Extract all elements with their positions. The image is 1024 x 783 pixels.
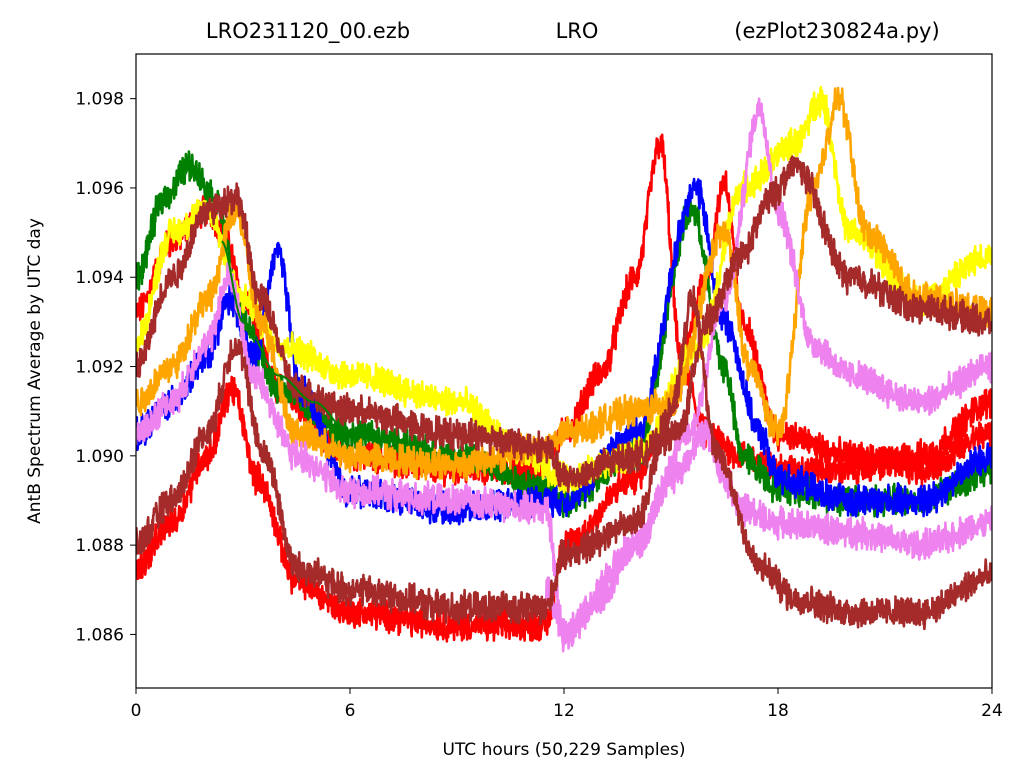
x-tick-label: 6 <box>345 701 356 721</box>
y-axis-label: AntB Spectrum Average by UTC day <box>25 218 45 524</box>
series-line-9 <box>136 285 992 631</box>
y-tick-label: 1.094 <box>75 268 124 288</box>
series-line-8 <box>136 155 992 494</box>
y-axis: 1.086 1.088 1.090 1.092 1.094 1.096 1.098 <box>75 90 136 645</box>
y-tick-label: 1.092 <box>75 358 124 378</box>
y-tick-label: 1.098 <box>75 90 124 110</box>
y-tick-label: 1.086 <box>75 625 124 645</box>
x-tick-label: 0 <box>131 701 142 721</box>
title-left: LRO231120_00.ezb <box>206 19 410 44</box>
title-center: LRO <box>556 19 599 43</box>
y-tick-label: 1.088 <box>75 536 124 556</box>
series-line-7 <box>544 419 992 646</box>
x-tick-label: 18 <box>767 701 789 721</box>
series-line-3 <box>136 177 992 526</box>
x-axis-label: UTC hours (50,229 Samples) <box>442 740 685 760</box>
x-axis: 0 6 12 18 24 <box>131 688 1003 721</box>
series-line-5 <box>136 86 992 484</box>
y-tick-label: 1.096 <box>75 179 124 199</box>
y-tick-label: 1.090 <box>75 447 124 467</box>
x-tick-label: 24 <box>981 701 1003 721</box>
series-layer <box>136 85 992 653</box>
title-right: (ezPlot230824a.py) <box>734 19 939 43</box>
chart-title: LRO231120_00.ezb LRO (ezPlot230824a.py) <box>206 19 940 44</box>
series-line-10 <box>221 240 351 435</box>
x-tick-label: 12 <box>553 701 575 721</box>
